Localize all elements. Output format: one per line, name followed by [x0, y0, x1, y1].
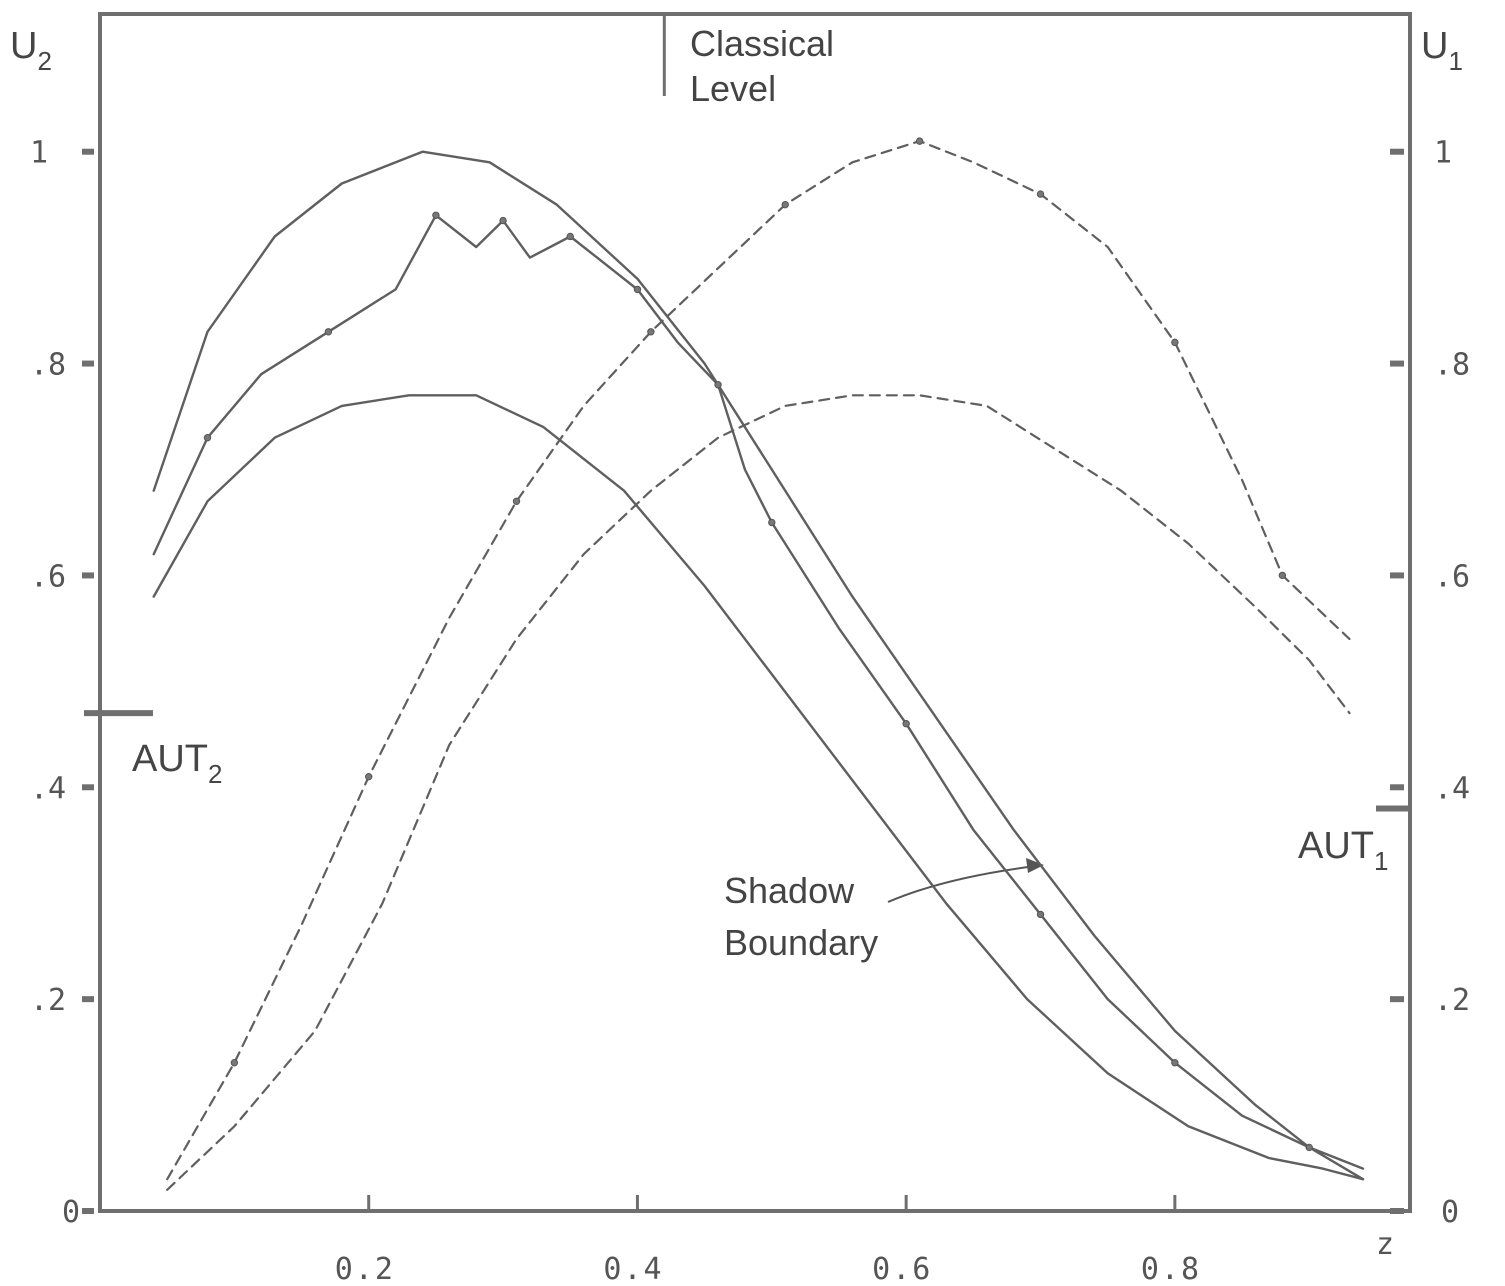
series-2-marker	[1305, 1143, 1313, 1152]
series-2-marker	[768, 518, 776, 527]
left-y-axis-tick-label: 0	[62, 1195, 80, 1230]
shadow-boundary-label-line-2: Boundary	[724, 922, 878, 963]
right-y-axis-ticks: 0 .2 .4 .6 .8 1	[1390, 136, 1470, 1230]
series-layer	[152, 139, 1365, 1191]
series-4-marker	[512, 497, 521, 505]
series-line-2	[152, 214, 1365, 1170]
x-axis-tick-label: 0.6	[872, 1252, 932, 1286]
x-axis-ticks: 0.2 0.4 0.6 0.8	[335, 1195, 1201, 1286]
shadow-boundary-label-line-1: Shadow	[724, 870, 855, 911]
right-y-axis-tick-label: .4	[1434, 771, 1470, 806]
series-4-marker	[915, 137, 924, 145]
shadow-boundary-arrow	[887, 865, 1037, 903]
right-y-axis-tick-label: .8	[1434, 348, 1470, 383]
series-4-marker	[781, 200, 789, 209]
left-y-axis-tick-label: .2	[30, 983, 66, 1018]
series-4-marker	[230, 1058, 239, 1067]
series-2-marker	[324, 328, 333, 336]
reference-marks	[84, 14, 1412, 812]
series-line-5	[166, 394, 1351, 1191]
series-line-1	[152, 150, 1365, 1181]
series-2-marker	[566, 232, 574, 241]
left-y-axis-tick-label: 1	[30, 136, 48, 171]
series-4-marker	[1036, 190, 1045, 198]
classical-level-label-line-1: Classical	[690, 23, 834, 64]
series-2-marker	[1036, 910, 1045, 919]
series-2-marker	[714, 381, 722, 389]
series-line-3	[152, 394, 1365, 1181]
left-y-axis-tick-label: .6	[30, 559, 66, 594]
left-y-axis-tick-label: .4	[30, 771, 66, 806]
series-4-marker	[365, 772, 373, 781]
series-2-marker	[633, 285, 642, 294]
series-4-marker	[1278, 571, 1287, 580]
right-y-axis-tick-label: .6	[1434, 559, 1470, 594]
series-4-marker	[1171, 338, 1179, 347]
aut1-label: AUT1	[1298, 825, 1388, 876]
series-2-marker	[902, 720, 910, 728]
right-y-axis-label: U1	[1421, 25, 1463, 76]
series-line-4	[166, 139, 1351, 1181]
right-y-axis-tick-label: 1	[1434, 136, 1452, 171]
plot-frame	[98, 12, 1412, 1213]
classical-level-label-line-2: Level	[690, 68, 776, 109]
aut2-label: AUT2	[132, 738, 222, 789]
x-axis-tick-label: 0.4	[603, 1252, 663, 1286]
x-axis-tick-label: 0.2	[335, 1252, 395, 1286]
series-4-marker	[647, 328, 655, 336]
x-axis-variable-label: z	[1376, 1227, 1396, 1262]
left-y-axis-ticks: 0 .2 .4 .6 .8 1	[30, 136, 94, 1230]
right-y-axis-tick-label: .2	[1434, 983, 1470, 1018]
series-2-marker	[499, 216, 507, 225]
marker-layer	[203, 137, 1313, 1152]
left-y-axis-tick-label: .8	[30, 348, 66, 383]
shadow-boundary-arrowhead	[1026, 858, 1044, 873]
series-2-marker	[1171, 1058, 1179, 1067]
right-y-axis-tick-label: 0	[1441, 1195, 1459, 1230]
series-2-marker	[432, 211, 440, 219]
series-2-marker	[203, 434, 212, 442]
x-axis-tick-label: 0.8	[1141, 1252, 1201, 1286]
left-y-axis-label: U2	[10, 25, 52, 76]
